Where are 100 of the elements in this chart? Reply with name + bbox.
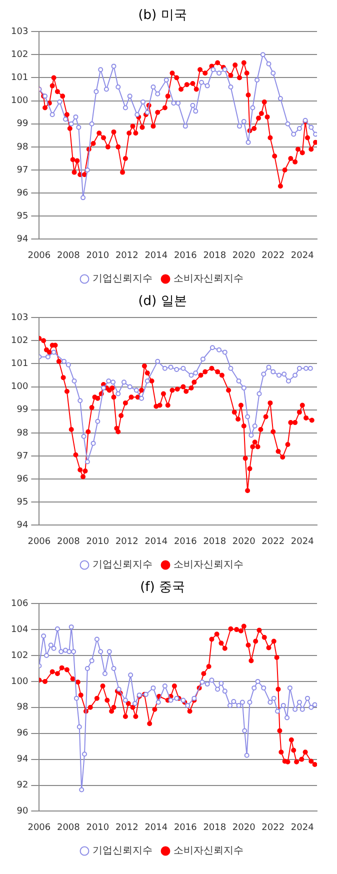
x-tick-label: 2024 [290, 822, 314, 833]
y-tick-label: 90 [16, 806, 28, 817]
x-tick-label: 2022 [262, 822, 285, 833]
x-tick-label: 2014 [144, 536, 168, 547]
point [134, 388, 139, 393]
point [204, 83, 210, 88]
point [98, 67, 104, 72]
point [62, 358, 67, 364]
point [296, 126, 302, 131]
point [193, 108, 198, 114]
point [127, 384, 132, 390]
x-tick-label: 2018 [203, 536, 226, 547]
y-tick-label: 104 [10, 624, 28, 635]
point [216, 347, 222, 352]
point [216, 70, 222, 76]
x-tick-label: 2010 [86, 250, 110, 261]
point [248, 432, 254, 438]
x-tick-label: 2022 [262, 250, 285, 261]
point [95, 418, 100, 424]
point [68, 121, 74, 126]
chart-title: (d) 일본 [138, 294, 187, 310]
point [94, 89, 99, 94]
x-tick-label: 2016 [174, 536, 198, 547]
x-tick-label: 2014 [144, 822, 168, 833]
x-tick-label: 2024 [290, 536, 314, 547]
point [84, 459, 90, 464]
point [210, 345, 215, 350]
y-tick-label: 101 [10, 359, 28, 370]
point [171, 100, 176, 106]
y-tick-label: 96 [16, 728, 28, 739]
point [241, 385, 246, 390]
legend-label: 소비자신뢰지수 [174, 560, 244, 571]
legend-label: 소비자신뢰지수 [174, 274, 244, 285]
point [260, 52, 266, 58]
x-tick-label: 2008 [56, 822, 80, 833]
y-tick-label: 94 [16, 754, 28, 765]
legend-label: 기업신뢰지수 [92, 846, 152, 857]
x-tick-label: 2020 [232, 822, 256, 833]
point [278, 96, 283, 101]
y-tick-label: 100 [10, 676, 28, 687]
y-tick-label: 99 [16, 119, 28, 130]
point [266, 364, 272, 370]
y-tick-label: 100 [10, 96, 28, 106]
point [162, 366, 168, 371]
legend-label: 기업신뢰지수 [92, 560, 152, 571]
point [174, 367, 180, 372]
y-tick-label: 102 [10, 650, 28, 661]
point [121, 380, 126, 385]
x-tick-label: 2012 [115, 250, 138, 261]
point [228, 84, 234, 90]
y-tick-label: 102 [10, 50, 28, 60]
x-tick-label: 2012 [115, 822, 138, 833]
point [222, 350, 228, 355]
x-tick-label: 2008 [56, 250, 80, 261]
y-tick-label: 98 [16, 428, 28, 438]
x-tick-label: 2016 [174, 822, 198, 833]
x-tick-label: 2018 [203, 250, 226, 261]
y-tick-label: 97 [16, 451, 28, 462]
point [193, 370, 198, 376]
point [282, 372, 287, 377]
y-tick-label: 98 [16, 702, 28, 713]
point [168, 364, 174, 370]
point [144, 110, 150, 115]
x-tick-label: 2006 [28, 536, 51, 547]
point [139, 396, 144, 401]
point [252, 424, 258, 429]
point [66, 362, 71, 368]
point [57, 99, 62, 104]
y-tick-label: 103 [10, 312, 28, 323]
point [261, 372, 266, 377]
y-tick-label: 99 [16, 405, 28, 416]
legend-label: 소비자신뢰지수 [174, 846, 244, 857]
point [116, 84, 121, 90]
point [111, 64, 116, 69]
point [200, 356, 206, 362]
point [245, 414, 250, 420]
point [81, 434, 86, 439]
point [291, 132, 296, 137]
point [84, 168, 90, 172]
x-tick-label: 2018 [203, 822, 226, 833]
chart-title: (f) 중국 [140, 580, 185, 596]
point [104, 86, 109, 92]
point [106, 378, 112, 384]
point [182, 124, 188, 129]
point [144, 378, 150, 384]
point [50, 112, 55, 118]
point [292, 372, 298, 378]
point [276, 372, 282, 378]
y-tick-label: 106 [10, 598, 28, 609]
chart-title: (b) 미국 [138, 8, 187, 24]
point [256, 391, 262, 396]
x-tick-label: 2020 [232, 250, 256, 261]
x-tick-label: 2024 [290, 250, 314, 261]
y-tick-label: 92 [16, 780, 28, 791]
x-tick-label: 2012 [115, 536, 138, 547]
x-tick-label: 2010 [86, 536, 110, 547]
point [80, 195, 86, 200]
y-tick-label: 100 [10, 382, 28, 392]
x-tick-label: 2020 [232, 536, 256, 547]
y-tick-label: 97 [16, 165, 28, 176]
